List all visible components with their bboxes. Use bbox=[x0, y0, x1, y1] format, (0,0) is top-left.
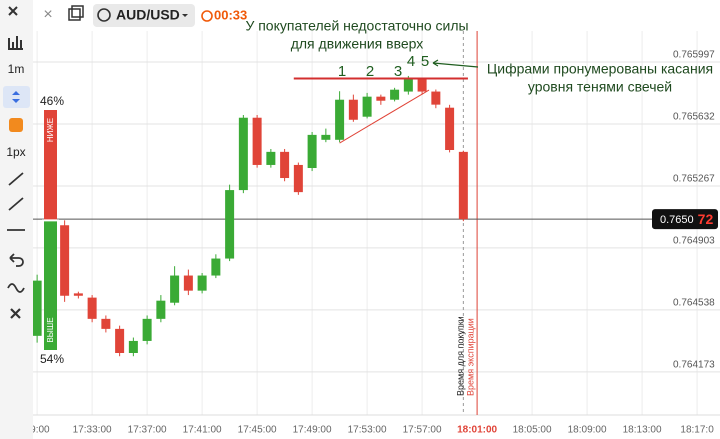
candle-body bbox=[128, 340, 138, 353]
candle-body bbox=[73, 293, 83, 296]
candle-body bbox=[280, 151, 290, 179]
candle-body bbox=[293, 164, 303, 193]
asset-selector[interactable] bbox=[93, 4, 195, 27]
sentiment-down-value: 46% bbox=[40, 94, 64, 108]
purchase-label: Время для покупки bbox=[456, 316, 466, 396]
candle-body bbox=[362, 96, 372, 117]
candle-body bbox=[321, 134, 331, 140]
timer: 00:33 bbox=[214, 7, 247, 22]
line-width[interactable]: 1px bbox=[6, 145, 25, 159]
timer-icon bbox=[201, 10, 213, 22]
candle-body bbox=[458, 151, 468, 220]
annotation: для движения вверх bbox=[291, 36, 424, 52]
candle-body bbox=[431, 91, 441, 105]
y-tick-label: 0.765997 bbox=[673, 50, 715, 61]
x-tick-label: 18:05:00 bbox=[513, 425, 552, 436]
sentiment-down bbox=[44, 110, 57, 221]
x-tick-label: 17:37:00 bbox=[128, 425, 167, 436]
y-tick-label: 0.764903 bbox=[673, 235, 715, 246]
last-price-label: 0.7650 72 bbox=[660, 211, 713, 227]
candle-body bbox=[115, 328, 125, 353]
x-tick-label: 17:41:00 bbox=[183, 425, 222, 436]
touch-label: 2 bbox=[366, 63, 374, 80]
touch-label: 3 bbox=[394, 63, 402, 80]
candle-body bbox=[156, 300, 166, 319]
x-tick-label: 29:00 bbox=[25, 425, 50, 436]
delete-icon[interactable] bbox=[10, 308, 21, 319]
x-tick-label: 17:33:00 bbox=[73, 425, 112, 436]
candle-body bbox=[225, 190, 235, 259]
candle-body bbox=[252, 117, 262, 165]
dropdown-arrow bbox=[182, 14, 188, 17]
candle-body bbox=[238, 117, 248, 191]
timeframe[interactable]: 1m bbox=[8, 62, 25, 76]
indicator-icon[interactable] bbox=[8, 36, 23, 50]
candle-body bbox=[60, 225, 70, 296]
undo-icon[interactable] bbox=[9, 253, 24, 267]
y-tick-label: 0.764538 bbox=[673, 297, 715, 308]
last-price-tail: 72 bbox=[698, 211, 714, 227]
candle-body bbox=[32, 280, 42, 336]
candle-body bbox=[87, 297, 97, 319]
touch-label: 5 bbox=[421, 53, 429, 70]
toolbar bbox=[0, 0, 33, 439]
candle-body bbox=[142, 318, 152, 341]
x-tick-label: 18:13:00 bbox=[623, 425, 662, 436]
touch-label: 4 bbox=[407, 53, 415, 70]
touch-arrow bbox=[432, 59, 479, 68]
touch-label: 1 bbox=[338, 63, 346, 80]
candle-body bbox=[348, 99, 358, 120]
candle-body bbox=[417, 79, 427, 92]
y-tick-label: 0.764173 bbox=[673, 359, 715, 370]
candle-body bbox=[445, 107, 455, 150]
close-icon[interactable]: × bbox=[43, 6, 52, 23]
asset-name[interactable]: AUD/USD bbox=[116, 7, 180, 23]
annotation: уровня тенями свечей bbox=[528, 79, 672, 95]
candle-body bbox=[266, 151, 276, 165]
curve-tool[interactable] bbox=[7, 283, 25, 293]
annotation: Цифрами пронумерованы касания bbox=[487, 61, 713, 77]
sentiment-down-name: НИЖЕ bbox=[46, 118, 55, 142]
layout-icon[interactable] bbox=[68, 5, 84, 21]
candle-body bbox=[390, 89, 400, 100]
sentiment-up-value: 54% bbox=[40, 352, 64, 366]
color-button[interactable] bbox=[9, 118, 23, 132]
last-price-main: 0.7650 bbox=[660, 214, 694, 226]
trendline bbox=[339, 89, 430, 144]
candle-body bbox=[376, 96, 386, 101]
draw-icon[interactable] bbox=[8, 6, 18, 16]
y-tick-label: 0.765267 bbox=[673, 174, 715, 185]
last-price-box bbox=[652, 209, 718, 230]
line-tools[interactable] bbox=[8, 172, 24, 211]
x-tick-label: 17:49:00 bbox=[293, 425, 332, 436]
x-tick-label: 17:57:00 bbox=[403, 425, 442, 436]
expiry-label: Время экспирации bbox=[466, 318, 476, 396]
candle-body bbox=[197, 275, 207, 291]
candle-body bbox=[170, 275, 180, 303]
candle-body bbox=[211, 258, 221, 276]
x-tick-label: 18:17:0 bbox=[680, 425, 714, 436]
sentiment-up bbox=[44, 220, 57, 350]
x-tick-label: 17:45:00 bbox=[238, 425, 277, 436]
sentiment-up-name: ВЫШЕ bbox=[46, 317, 55, 342]
chart-type-button[interactable] bbox=[3, 86, 30, 108]
chart-type-icon bbox=[12, 91, 20, 103]
candle-body bbox=[307, 134, 317, 169]
x-tick-label: 17:53:00 bbox=[348, 425, 387, 436]
x-tick-label: 18:09:00 bbox=[568, 425, 607, 436]
candle-body bbox=[403, 79, 413, 92]
y-tick-label: 0.765632 bbox=[673, 112, 715, 123]
x-tick-label: 18:01:00 bbox=[457, 425, 497, 436]
candle-body bbox=[335, 99, 345, 140]
candle-body bbox=[101, 318, 111, 329]
annotation: У покупателей недостаточно силы bbox=[245, 18, 468, 34]
plot: 29:00 17:33:00 17:37:00 17:41:00 17:45:00 17:… bbox=[25, 31, 720, 436]
candle-body bbox=[183, 275, 193, 291]
asset-icon bbox=[97, 8, 111, 22]
